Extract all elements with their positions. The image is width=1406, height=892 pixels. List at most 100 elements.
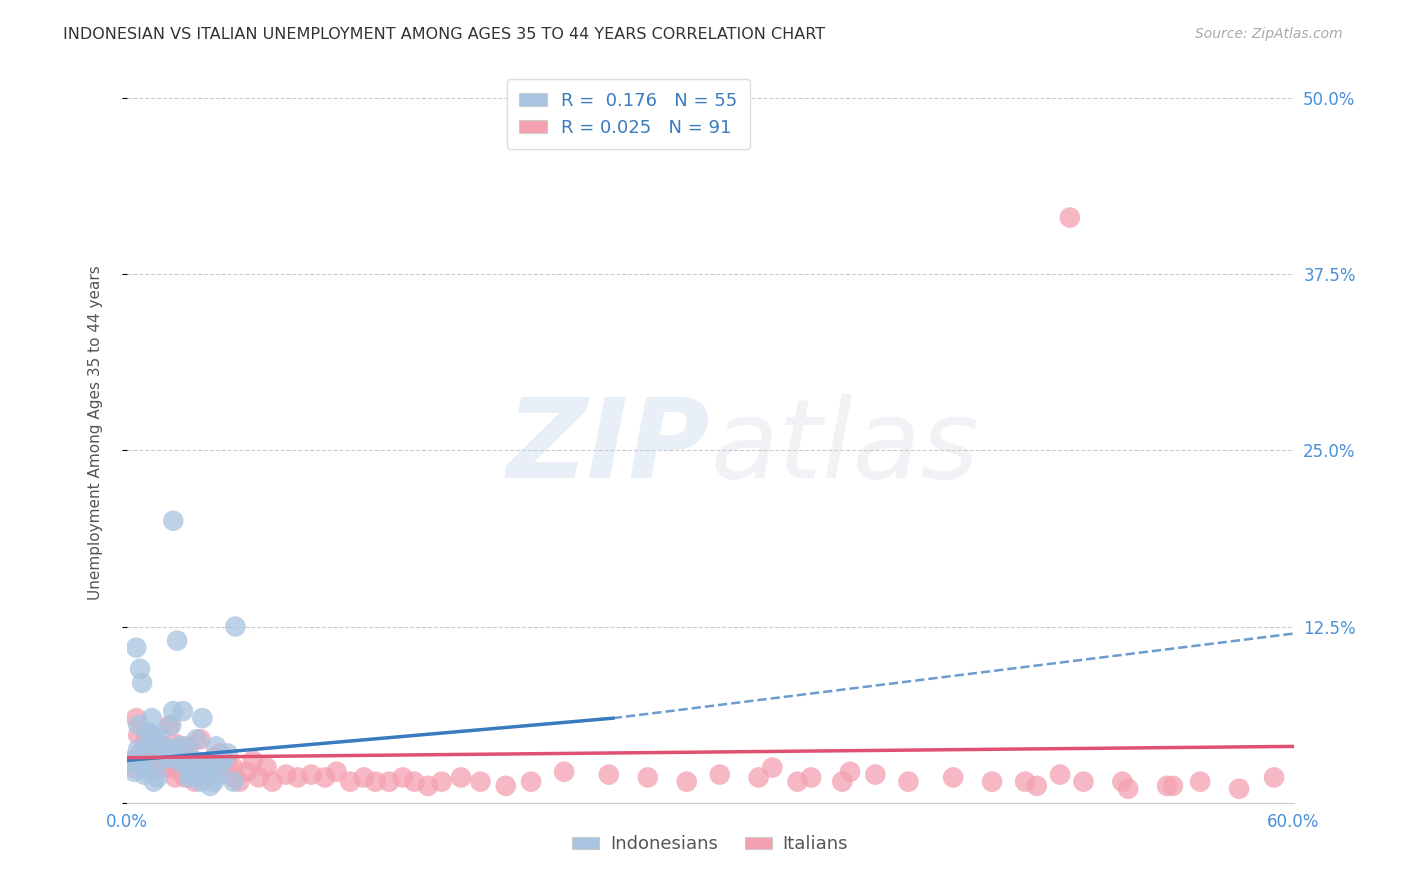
Point [224,619,246,633]
Point [145,737,167,751]
Point [299,767,322,781]
Point [748,771,770,785]
Legend: Indonesians, Italians: Indonesians, Italians [565,828,855,861]
Point [839,764,862,779]
Point [197,771,219,785]
Point [157,718,180,732]
Point [198,779,221,793]
Point [193,760,215,774]
Point [942,771,965,785]
Point [141,728,163,742]
Point [222,760,245,774]
Point [145,732,167,747]
Point [287,771,309,785]
Y-axis label: Unemployment Among Ages 35 to 44 years: Unemployment Among Ages 35 to 44 years [89,265,103,600]
Point [637,771,659,785]
Point [1059,211,1081,225]
Point [135,760,157,774]
Point [127,728,149,742]
Point [211,754,233,768]
Point [145,764,167,779]
Point [208,764,231,779]
Point [1073,774,1095,789]
Point [212,754,235,768]
Point [150,754,173,768]
Point [170,754,193,768]
Point [1189,774,1212,789]
Text: atlas: atlas [710,394,979,501]
Point [183,754,205,768]
Point [247,771,270,785]
Point [136,750,159,764]
Point [129,662,152,676]
Point [190,732,212,747]
Point [191,711,214,725]
Point [180,767,202,781]
Point [1025,779,1047,793]
Point [242,754,264,768]
Point [197,767,219,781]
Point [160,756,183,771]
Point [135,728,157,742]
Point [165,750,187,764]
Text: ZIP: ZIP [506,394,710,501]
Point [1263,771,1285,785]
Point [202,750,225,764]
Point [236,764,259,779]
Point [174,739,197,754]
Point [364,774,387,789]
Point [139,737,162,751]
Point [190,764,212,779]
Point [120,754,142,768]
Point [430,774,453,789]
Point [125,640,148,655]
Point [131,676,153,690]
Point [127,718,149,732]
Point [155,747,177,761]
Point [222,771,245,785]
Point [146,771,169,785]
Point [228,774,250,789]
Point [274,767,297,781]
Point [495,779,517,793]
Point [155,747,177,761]
Point [156,750,179,764]
Point [208,767,231,781]
Point [190,774,212,789]
Point [172,704,194,718]
Point [135,750,157,764]
Point [416,779,439,793]
Point [183,760,205,774]
Point [217,747,239,761]
Point [262,774,284,789]
Point [786,774,808,789]
Point [553,764,575,779]
Point [177,760,200,774]
Point [174,747,197,761]
Point [132,767,155,781]
Point [165,771,187,785]
Text: Source: ZipAtlas.com: Source: ZipAtlas.com [1195,27,1343,41]
Point [202,774,225,789]
Point [131,760,153,774]
Point [222,774,245,789]
Point [165,737,187,751]
Point [176,754,198,768]
Point [378,774,401,789]
Point [162,704,184,718]
Point [170,756,193,771]
Point [162,514,184,528]
Point [339,774,361,789]
Point [174,771,197,785]
Point [141,711,163,725]
Point [353,771,375,785]
Point [183,774,205,789]
Point [404,774,426,789]
Point [256,760,278,774]
Point [470,774,492,789]
Point [170,764,193,779]
Point [132,760,155,774]
Text: INDONESIAN VS ITALIAN UNEMPLOYMENT AMONG AGES 35 TO 44 YEARS CORRELATION CHART: INDONESIAN VS ITALIAN UNEMPLOYMENT AMONG… [63,27,825,42]
Point [125,711,148,725]
Point [1156,779,1178,793]
